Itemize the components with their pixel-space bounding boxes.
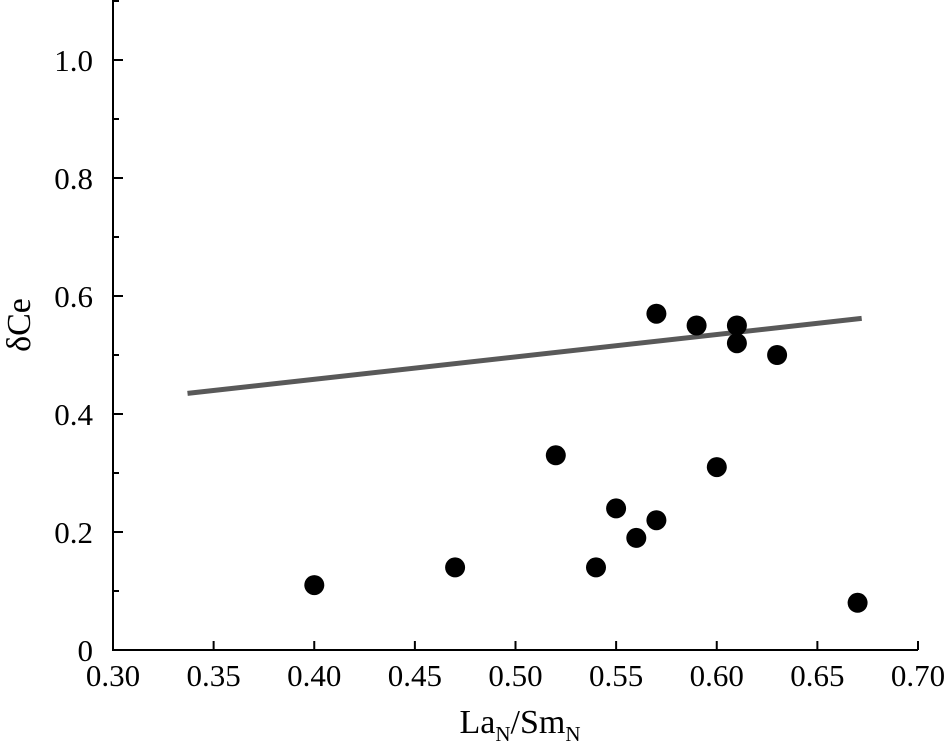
x-tick-label-4: 0.50: [488, 658, 542, 693]
data-point-13: [847, 592, 868, 613]
plot-axes: [112, 0, 918, 651]
y-tick-label-2: 0.4: [54, 397, 93, 432]
data-point-6: [646, 510, 667, 531]
data-point-11: [726, 333, 747, 354]
x-axis-ticks: [112, 641, 919, 650]
y-axis-ticks: [113, 0, 123, 592]
x-tick-label-6: 0.60: [690, 658, 744, 693]
x-axis-title-sub-1: N: [495, 722, 510, 745]
data-point-0: [304, 575, 325, 596]
x-tick-label-7: 0.65: [790, 658, 844, 693]
data-point-12: [767, 345, 788, 365]
x-tick-label-3: 0.45: [388, 658, 442, 693]
data-point-2: [545, 445, 566, 466]
y-tick-label-4: 0.8: [54, 161, 93, 196]
data-point-7: [646, 303, 667, 324]
x-axis-title-main-2: /Sm: [511, 704, 566, 741]
x-tick-label-5: 0.55: [589, 658, 643, 693]
data-point-1: [445, 557, 466, 578]
y-axis-tick-labels: 0 0.2 0.4 0.6 0.8 1.0: [54, 43, 93, 668]
x-axis-title-main-1: La: [459, 704, 495, 741]
data-point-5: [626, 527, 647, 548]
data-point-8: [686, 315, 707, 336]
x-axis-tick-labels: 0.30 0.35 0.40 0.45 0.50 0.55 0.60 0.65 0.70: [86, 658, 945, 693]
x-tick-label-8: 0.70: [891, 658, 945, 693]
data-point-10: [726, 315, 747, 336]
x-tick-label-1: 0.35: [187, 658, 241, 693]
y-tick-label-0: 0: [78, 633, 94, 668]
x-tick-label-0: 0.30: [86, 658, 140, 693]
trend-line: [187, 315, 862, 396]
x-axis-title: LaN/SmN: [459, 704, 580, 745]
data-points: [304, 303, 868, 613]
y-tick-label-5: 1.0: [54, 43, 93, 78]
y-tick-label-3: 0.6: [54, 279, 93, 314]
x-tick-label-2: 0.40: [287, 658, 341, 693]
data-point-3: [586, 557, 606, 578]
data-point-4: [606, 498, 627, 519]
data-point-9: [706, 457, 727, 478]
x-axis-title-sub-2: N: [565, 722, 580, 745]
y-axis-title: δCe: [1, 298, 38, 352]
y-tick-label-1: 0.2: [54, 515, 93, 550]
trend-lines: [187, 315, 862, 396]
